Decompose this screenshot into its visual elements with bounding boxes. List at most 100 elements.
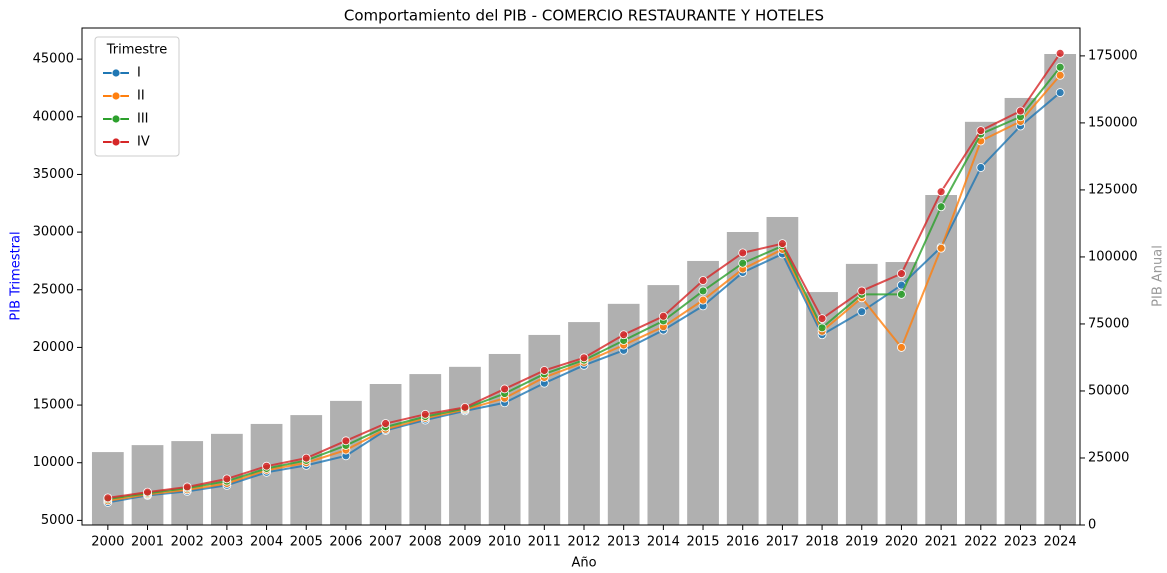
marker [817, 314, 827, 323]
legend-label: IV [137, 135, 150, 150]
x-tick-label: 2009 [448, 535, 481, 550]
marker [658, 311, 668, 321]
x-tick-label: 2014 [647, 535, 680, 550]
marker [698, 286, 708, 296]
marker [897, 269, 906, 279]
y-tick-label: 20000 [33, 340, 74, 355]
y2-tick-label: 0 [1088, 518, 1096, 533]
marker [976, 126, 986, 136]
x-tick-label: 2005 [290, 535, 323, 550]
marker [698, 295, 708, 305]
bar [568, 322, 600, 525]
marker [262, 461, 271, 471]
y2-tick-label: 175000 [1088, 48, 1138, 63]
legend-box [94, 36, 180, 157]
bar [885, 262, 918, 525]
marker [936, 243, 946, 253]
x-tick-label: 2003 [210, 535, 243, 550]
y-tick-label: 45000 [33, 52, 74, 67]
marker [341, 436, 351, 446]
marker [1055, 88, 1065, 97]
marker [738, 258, 748, 268]
legend-marker [111, 114, 121, 124]
y2-tick-label: 75000 [1088, 316, 1129, 331]
legend-marker [111, 68, 121, 78]
x-tick-label: 2022 [964, 535, 997, 550]
y-tick-label: 30000 [33, 225, 74, 240]
legend-label: I [137, 66, 141, 81]
marker [143, 487, 152, 497]
marker [857, 286, 867, 296]
bar [528, 334, 561, 525]
bar [91, 452, 124, 525]
marker [182, 482, 192, 492]
marker [936, 187, 946, 197]
y-tick-label: 35000 [33, 167, 74, 182]
marker [222, 474, 232, 484]
marker [539, 366, 549, 375]
bar [369, 383, 402, 525]
marker [1055, 62, 1065, 72]
x-tick-label: 2018 [806, 535, 839, 550]
legend-title: Trimestre [106, 43, 168, 58]
bar [488, 353, 521, 525]
x-tick-label: 2010 [488, 535, 521, 550]
x-tick-label: 2011 [528, 535, 561, 550]
bar [290, 415, 323, 525]
chart-title: Comportamiento del PIB - COMERCIO RESTAU… [344, 7, 824, 25]
marker [579, 353, 589, 363]
x-tick-label: 2023 [1004, 535, 1037, 550]
x-tick-label: 2001 [131, 535, 164, 550]
marker [381, 419, 391, 428]
marker [897, 289, 906, 299]
y-tick-label: 15000 [33, 398, 74, 413]
bar [1004, 97, 1037, 526]
marker [619, 330, 629, 340]
x-tick-label: 2012 [567, 535, 600, 550]
marker [897, 343, 906, 352]
x-tick-label: 2002 [171, 535, 204, 550]
x-tick-label: 2021 [925, 535, 958, 550]
marker [857, 307, 867, 317]
y2-axis-label: PIB Anual [1151, 245, 1166, 307]
y2-tick-label: 125000 [1088, 182, 1138, 197]
y2-tick-label: 25000 [1088, 450, 1129, 465]
x-tick-label: 2000 [91, 535, 124, 550]
bar [964, 121, 997, 526]
legend-label: II [137, 89, 145, 104]
y-tick-label: 25000 [33, 282, 74, 297]
bar [1044, 54, 1077, 526]
legend-label: III [137, 112, 149, 127]
x-tick-label: 2004 [250, 535, 283, 550]
x-tick-label: 2013 [607, 535, 640, 550]
marker [778, 239, 787, 249]
x-axis-label: Año [571, 556, 596, 571]
legend-marker [111, 91, 121, 101]
marker [976, 163, 986, 172]
marker [738, 248, 748, 258]
marker [1016, 106, 1025, 116]
marker [1055, 70, 1065, 80]
legend-marker [111, 137, 121, 147]
marker [936, 202, 946, 212]
bar [131, 445, 164, 525]
marker [698, 276, 708, 285]
bar [409, 374, 442, 525]
x-tick-label: 2024 [1044, 535, 1077, 550]
marker [460, 402, 470, 412]
y-tick-label: 40000 [33, 109, 74, 124]
x-tick-label: 2015 [686, 535, 719, 550]
x-tick-label: 2020 [885, 535, 918, 550]
x-tick-label: 2019 [845, 535, 878, 550]
y2-tick-label: 100000 [1088, 249, 1138, 264]
marker [817, 323, 827, 333]
x-tick-label: 2017 [766, 535, 799, 550]
x-tick-label: 2006 [329, 535, 362, 550]
plot-frame [81, 27, 1081, 526]
y2-tick-label: 150000 [1088, 115, 1138, 130]
bar [330, 400, 362, 525]
y2-tick-label: 50000 [1088, 383, 1129, 398]
y-tick-label: 5000 [41, 513, 74, 528]
